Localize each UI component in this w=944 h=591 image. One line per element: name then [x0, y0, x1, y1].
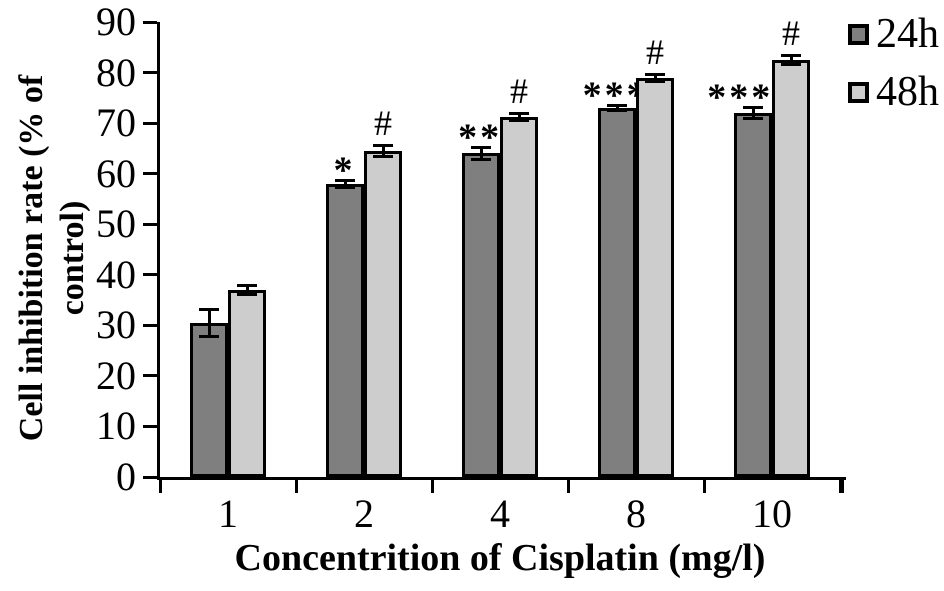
y-axis-tick	[143, 273, 157, 277]
error-bar-cap	[781, 62, 801, 66]
error-bar-cap	[471, 158, 491, 162]
y-axis-tick	[143, 121, 157, 125]
significance-marker-48h-2: #	[374, 102, 392, 143]
error-bar-cap	[607, 103, 627, 107]
significance-marker-24h-2: *	[333, 149, 356, 192]
x-axis-tick	[702, 480, 706, 493]
y-axis-title-line1: Cell inhibition rate (% of	[13, 74, 50, 442]
significance-marker-24h-8: ***	[582, 74, 649, 117]
error-bar-cap	[743, 117, 763, 121]
y-axis-tick	[143, 71, 157, 75]
error-bar	[751, 106, 755, 120]
x-tick-label: 4	[490, 491, 510, 536]
error-bar-cap	[373, 143, 393, 147]
bar-24h-8	[598, 107, 636, 477]
y-axis-tick	[143, 374, 157, 378]
significance-marker-24h-4: **	[458, 116, 503, 159]
bar-48h-4	[500, 116, 538, 477]
error-bar	[653, 73, 657, 82]
error-bar	[207, 308, 211, 337]
error-bar-cap	[645, 72, 665, 76]
error-bar-cap	[645, 79, 665, 83]
y-tick-label: 70	[96, 100, 136, 146]
x-axis-tick	[430, 480, 434, 493]
error-bar-cap	[607, 108, 627, 112]
legend-item-48h: 48h	[848, 68, 939, 116]
error-bar-cap	[199, 307, 219, 311]
x-axis-tick	[841, 480, 844, 493]
legend-swatch-48h-icon	[848, 81, 869, 103]
y-axis-tick	[143, 222, 157, 226]
legend-swatch-24h-icon	[848, 23, 869, 45]
error-bar-cap	[335, 185, 355, 189]
bar-24h-2	[326, 183, 364, 477]
y-tick-label: 20	[96, 352, 136, 398]
bar-24h-10	[734, 113, 772, 477]
error-bar	[245, 284, 249, 295]
bar-48h-10	[772, 59, 810, 477]
legend-label-24h: 24h	[876, 11, 939, 57]
bar-48h-1	[228, 289, 266, 477]
y-tick-label: 0	[116, 454, 136, 499]
significance-marker-48h-10: #	[782, 12, 800, 53]
x-tick-label: 2	[354, 491, 374, 536]
y-tick-label: 80	[96, 49, 136, 95]
y-tick-label: 30	[96, 302, 136, 348]
error-bar-cap	[373, 154, 393, 158]
error-bar	[517, 112, 521, 121]
significance-marker-48h-8: #	[646, 31, 664, 72]
y-tick-label: 90	[96, 0, 136, 44]
y-tick-label: 40	[96, 251, 136, 297]
plot-area: 0 10 20 30 40 50 60 70 80 90 1 2 * #4 ** #8 *** #10 **** #	[96, 1, 846, 535]
legend: 24h 48h	[848, 10, 939, 126]
error-bar-cap	[335, 178, 355, 182]
y-axis-tick	[143, 20, 157, 24]
error-bar-cap	[237, 293, 257, 296]
bar-24h-1	[190, 322, 228, 477]
x-axis-tick	[566, 480, 570, 493]
error-bar-cap	[743, 105, 763, 109]
y-tick-label: 60	[96, 150, 136, 196]
x-axis-tick	[838, 480, 842, 493]
error-bar	[479, 146, 483, 161]
error-bar-cap	[471, 145, 491, 149]
x-axis-title: Concentrition of Cisplatin (mg/l)	[234, 537, 766, 579]
x-axis-tick	[294, 480, 298, 493]
error-bar-cap	[199, 334, 219, 338]
error-bar-cap	[781, 53, 801, 57]
error-bar-cap	[509, 111, 529, 115]
error-bar	[381, 144, 385, 157]
y-axis-tick	[143, 475, 157, 479]
y-axis-tick	[143, 172, 157, 176]
error-bar	[615, 104, 619, 111]
bar-48h-2	[364, 150, 402, 477]
x-tick-label: 10	[752, 491, 792, 536]
y-tick-label: 50	[96, 201, 136, 247]
x-tick-label: 1	[218, 491, 238, 536]
significance-marker-48h-4: #	[510, 70, 528, 111]
x-tick-label: 8	[626, 491, 646, 536]
bar-48h-8	[636, 77, 674, 477]
y-tick-label: 10	[96, 403, 136, 449]
x-axis-tick	[158, 480, 162, 493]
legend-item-24h: 24h	[848, 10, 939, 58]
y-axis-tick	[143, 323, 157, 327]
error-bar	[343, 179, 347, 188]
bar-24h-4	[462, 153, 500, 477]
legend-label-48h: 48h	[876, 69, 939, 115]
error-bar-cap	[237, 283, 257, 287]
error-bar	[789, 54, 793, 65]
error-bar-cap	[509, 118, 529, 122]
y-axis-tick	[143, 424, 157, 428]
